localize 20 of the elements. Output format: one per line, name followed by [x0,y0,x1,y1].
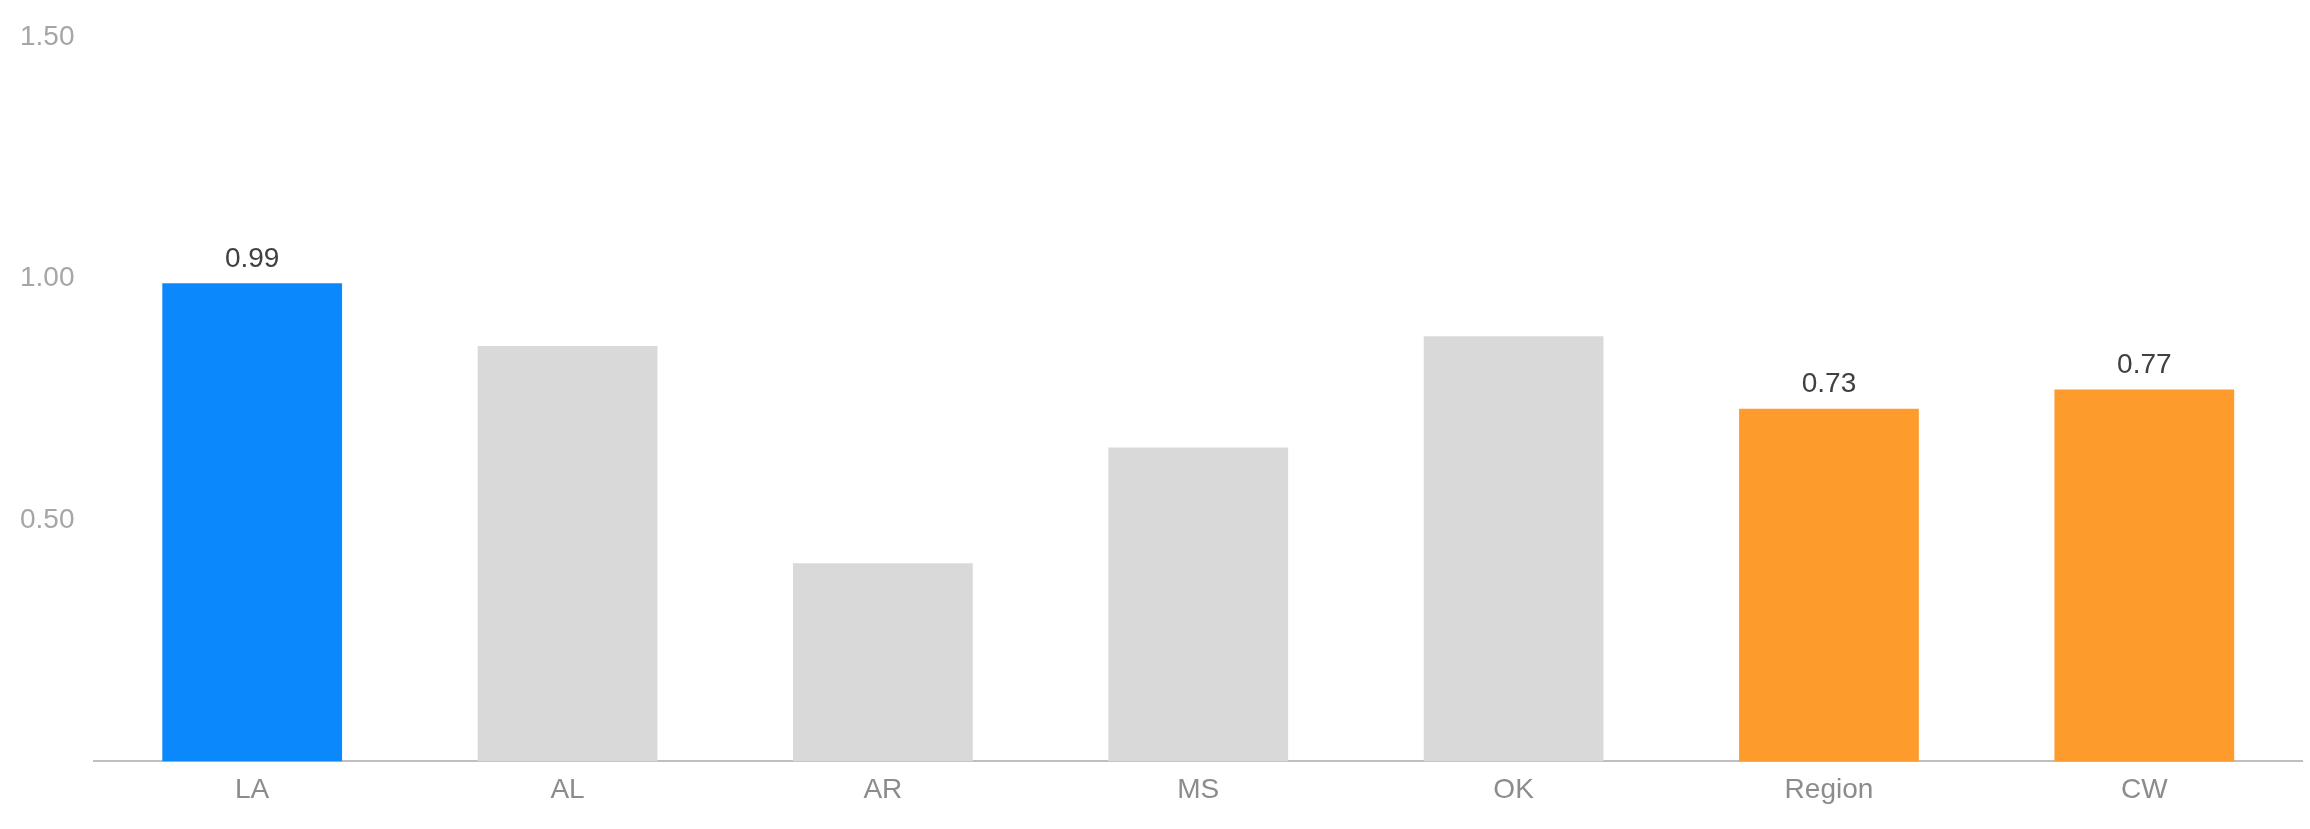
x-tick-label: CW [2120,772,2169,804]
y-tick-label: 1.50 [20,19,75,51]
x-tick-label: MS [1177,772,1220,804]
x-tick-label: LA [235,772,270,804]
bar [162,283,343,762]
bar [793,563,973,762]
data-label: 0.77 [2117,348,2172,380]
x-tick-label: AL [550,772,585,804]
data-label: 0.73 [1801,367,1857,399]
bar [1423,336,1604,762]
y-tick-label: 0.50 [20,502,75,534]
bar [477,345,658,762]
bar [1108,447,1289,762]
y-tick-label: 1.00 [20,261,75,293]
data-label: 0.99 [224,241,280,273]
bar [1739,408,1919,762]
bar [2054,389,2235,762]
x-tick-label: AR [863,772,903,804]
x-tick-label: OK [1493,772,1535,804]
x-tick-label: Region [1784,772,1874,804]
